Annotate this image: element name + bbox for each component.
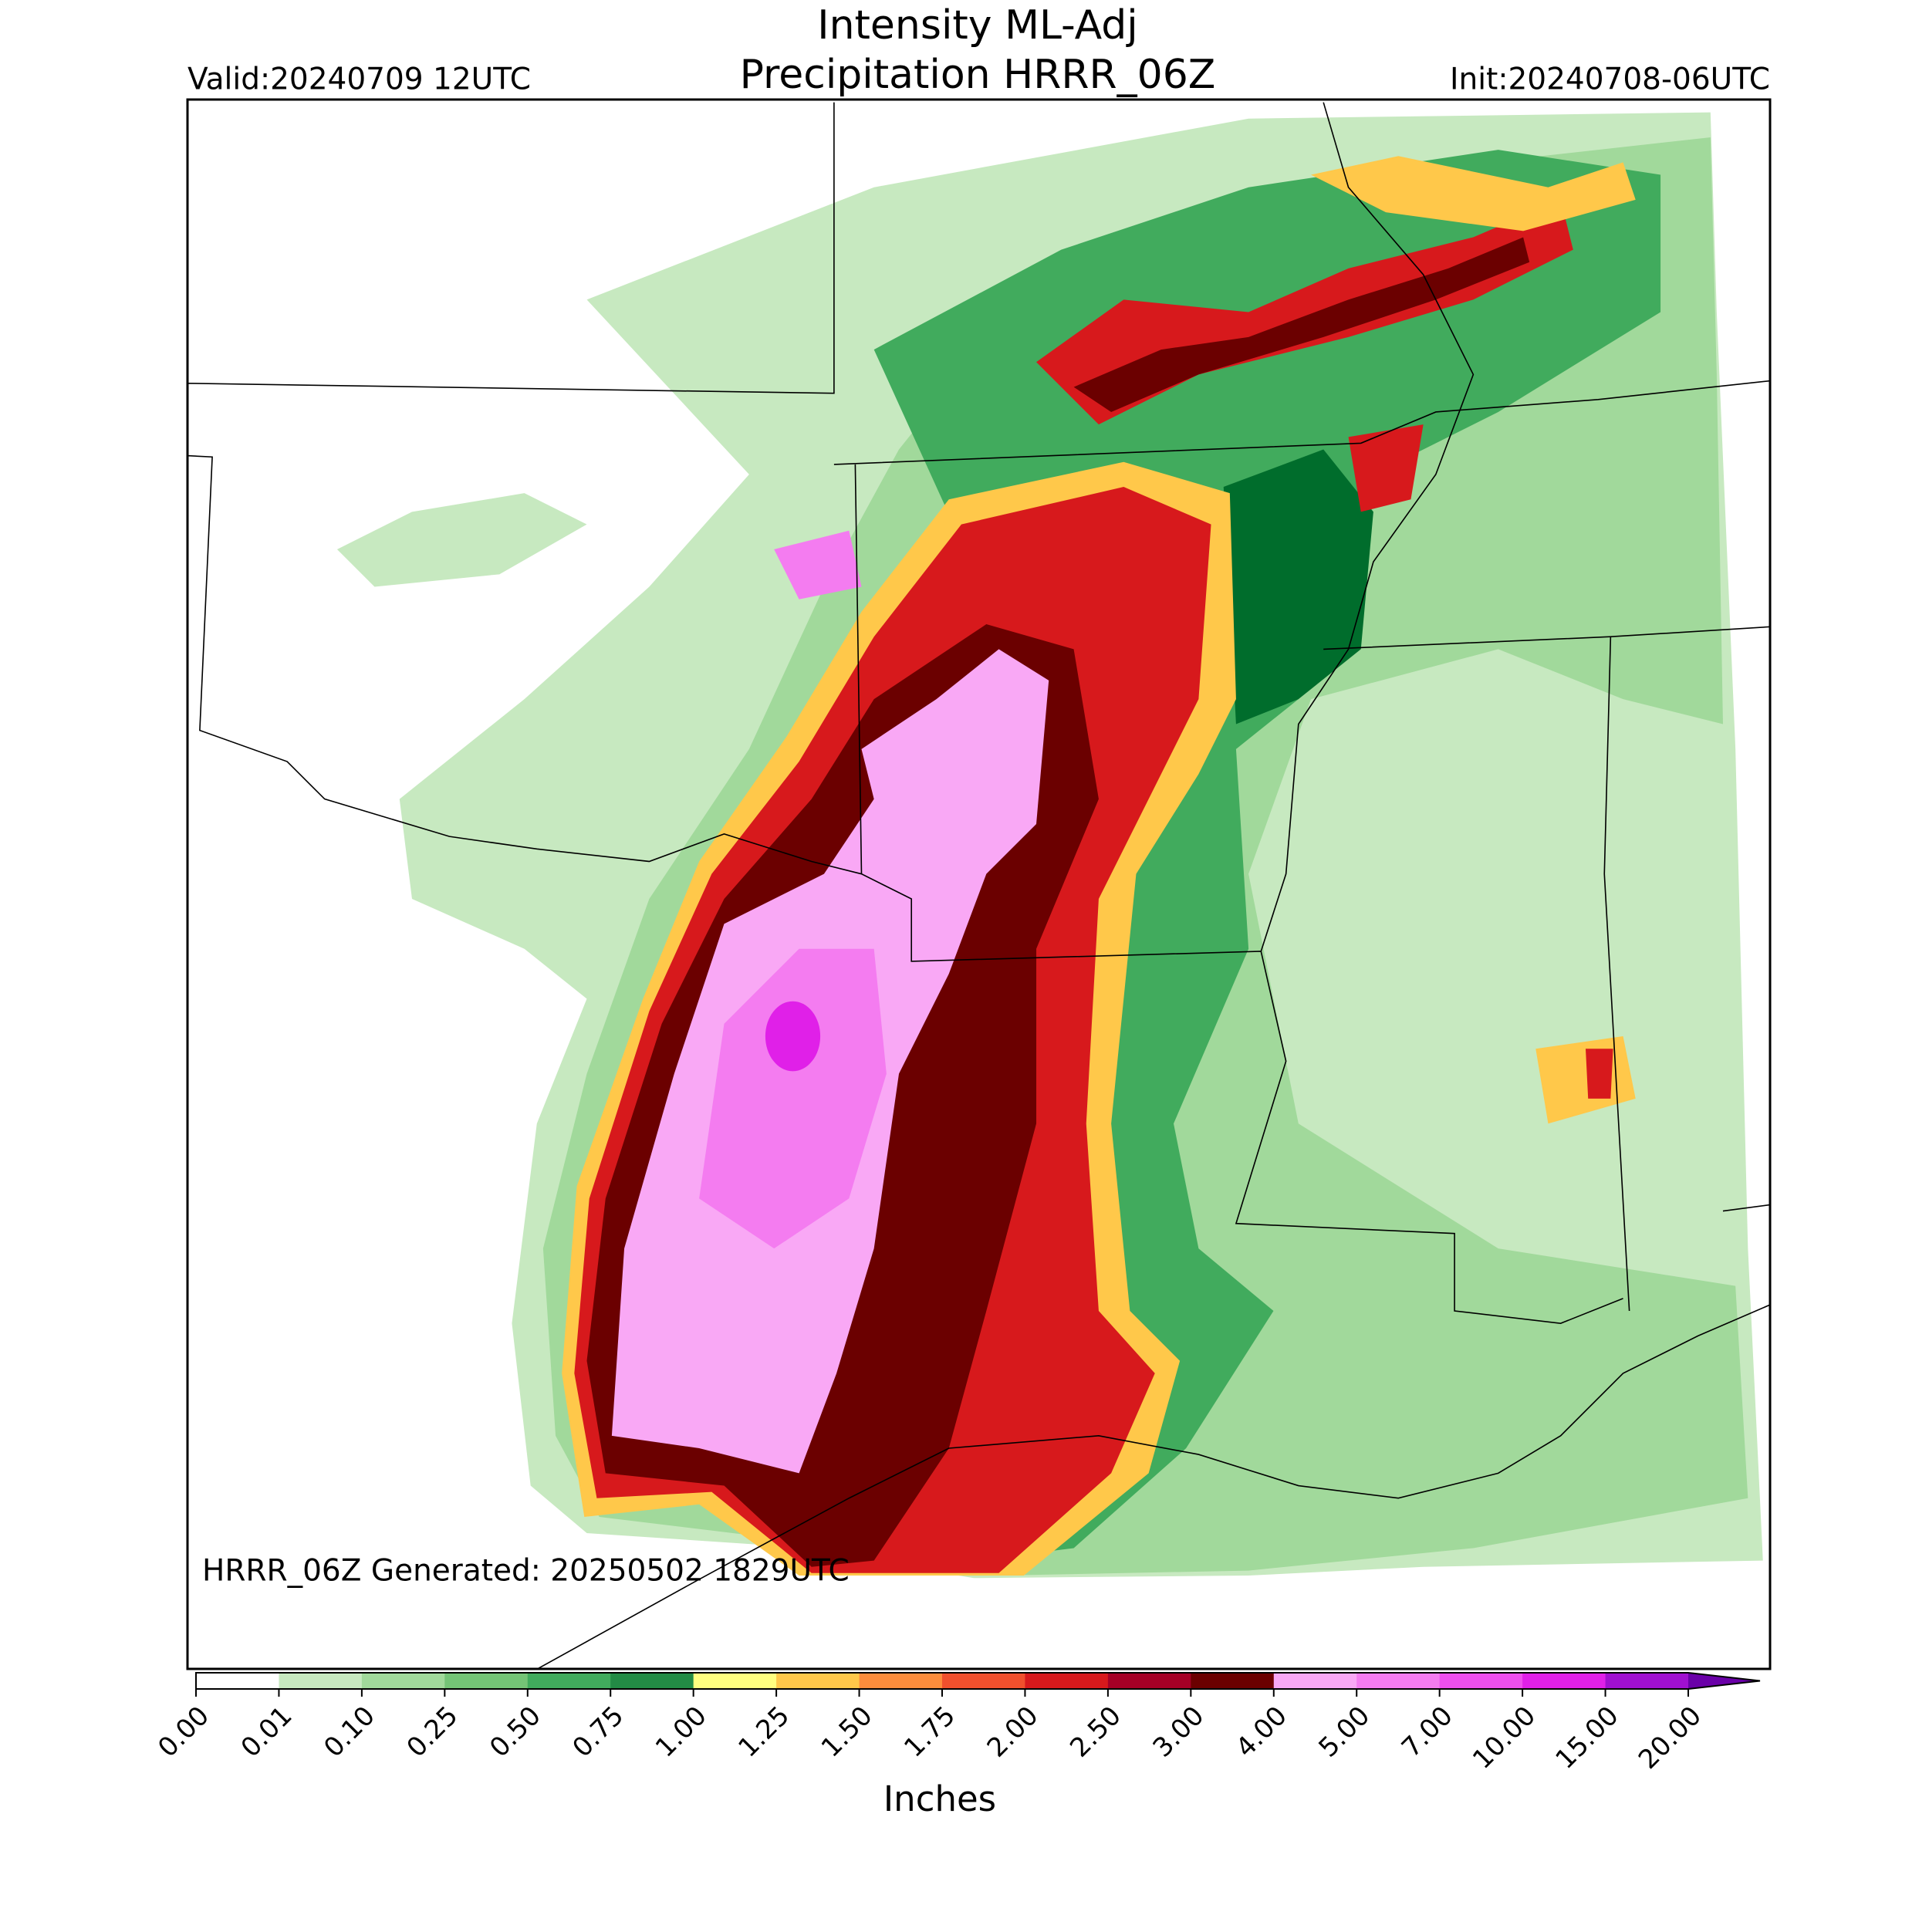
field-band [774,530,862,600]
colorbar-segment [196,1673,279,1689]
colorbar-tick-label: 5.00 [1312,1701,1376,1764]
field-green-deep [1223,449,1373,724]
colorbar-tick-label: 1.25 [732,1701,796,1764]
map-frame [186,98,1772,1670]
colorbar: 0.00 0.01 0.10 0.25 0.50 0.75 1.00 1.25 1.50 1.75… [152,1672,1761,1775]
colorbar-tick-label: 7.00 [1396,1701,1459,1764]
valid-time: Valid:20240709 12UTC [187,62,531,97]
generated-note: HRRR_06Z Generated: 20250502 1829UTC [202,1554,850,1589]
colorbar-segment [1107,1673,1191,1689]
field-band [1073,237,1530,412]
colorbar-tick-label: 0.00 [152,1701,215,1764]
colorbar-segment [1025,1673,1109,1689]
init-time: Init:20240708-06UTC [1450,62,1770,97]
colorbar-segment [1522,1673,1606,1689]
state-border [187,454,1623,1325]
colorbar-label: Inches [883,1778,996,1819]
colorbar-tick-label: 0.50 [484,1701,547,1764]
colorbar-tick-label: 1.00 [650,1701,713,1764]
colorbar-segment [1356,1673,1441,1689]
colorbar-segment [1439,1673,1523,1689]
colorbar-outline [195,1672,1761,1690]
colorbar-segment [776,1673,860,1689]
title: Intensity ML-Adj [817,2,1138,49]
colorbar-tick-label: 2.50 [1064,1701,1127,1764]
colorbar-segment [1191,1673,1275,1689]
field-band [1311,156,1636,231]
state-border [833,380,1771,465]
field-max [765,1001,821,1072]
state-border [187,102,835,394]
colorbar-tick-label: 0.25 [401,1701,465,1764]
colorbar-tick-label: 0.10 [318,1701,381,1764]
colorbar-segment [1273,1673,1357,1689]
colorbar-segment [942,1673,1025,1689]
colorbar-tick-label: 1.50 [816,1701,879,1764]
state-border [854,464,863,874]
colorbar-segment [444,1673,529,1689]
coast [536,1304,1771,1670]
colorbar-segment [1605,1673,1689,1689]
river [1260,102,1475,952]
colorbar-extend [1688,1673,1760,1689]
state-border [1722,1204,1771,1212]
field-band [1348,424,1424,512]
colorbar-tick-label: 3.00 [1147,1701,1211,1764]
precip-field [336,112,1763,1579]
colorbar-segment [610,1673,694,1689]
borders [187,102,1771,1670]
state-border [1603,637,1630,1312]
colorbar-tick-label: 1.75 [898,1701,961,1764]
colorbar-segment [693,1673,777,1689]
subtitle: Precipitation HRRR_06Z [740,52,1216,98]
colorbar-tick-label: 2.00 [981,1701,1045,1764]
colorbar-segment [361,1673,445,1689]
field-light [336,493,587,587]
colorbar-segment [279,1673,363,1689]
colorbar-tick-label: 20.00 [1633,1701,1708,1775]
colorbar-tick-label: 15.00 [1550,1701,1625,1775]
colorbar-tick-label: 0.75 [566,1701,630,1764]
colorbar-tick-label: 0.01 [235,1701,299,1764]
colorbar-segment [527,1673,611,1689]
colorbar-tick-label: 10.00 [1467,1701,1542,1775]
colorbar-segment [859,1673,943,1689]
field-band [1585,1049,1613,1099]
colorbar-tick-label: 4.00 [1230,1701,1293,1764]
field-pink-strong [699,948,887,1249]
